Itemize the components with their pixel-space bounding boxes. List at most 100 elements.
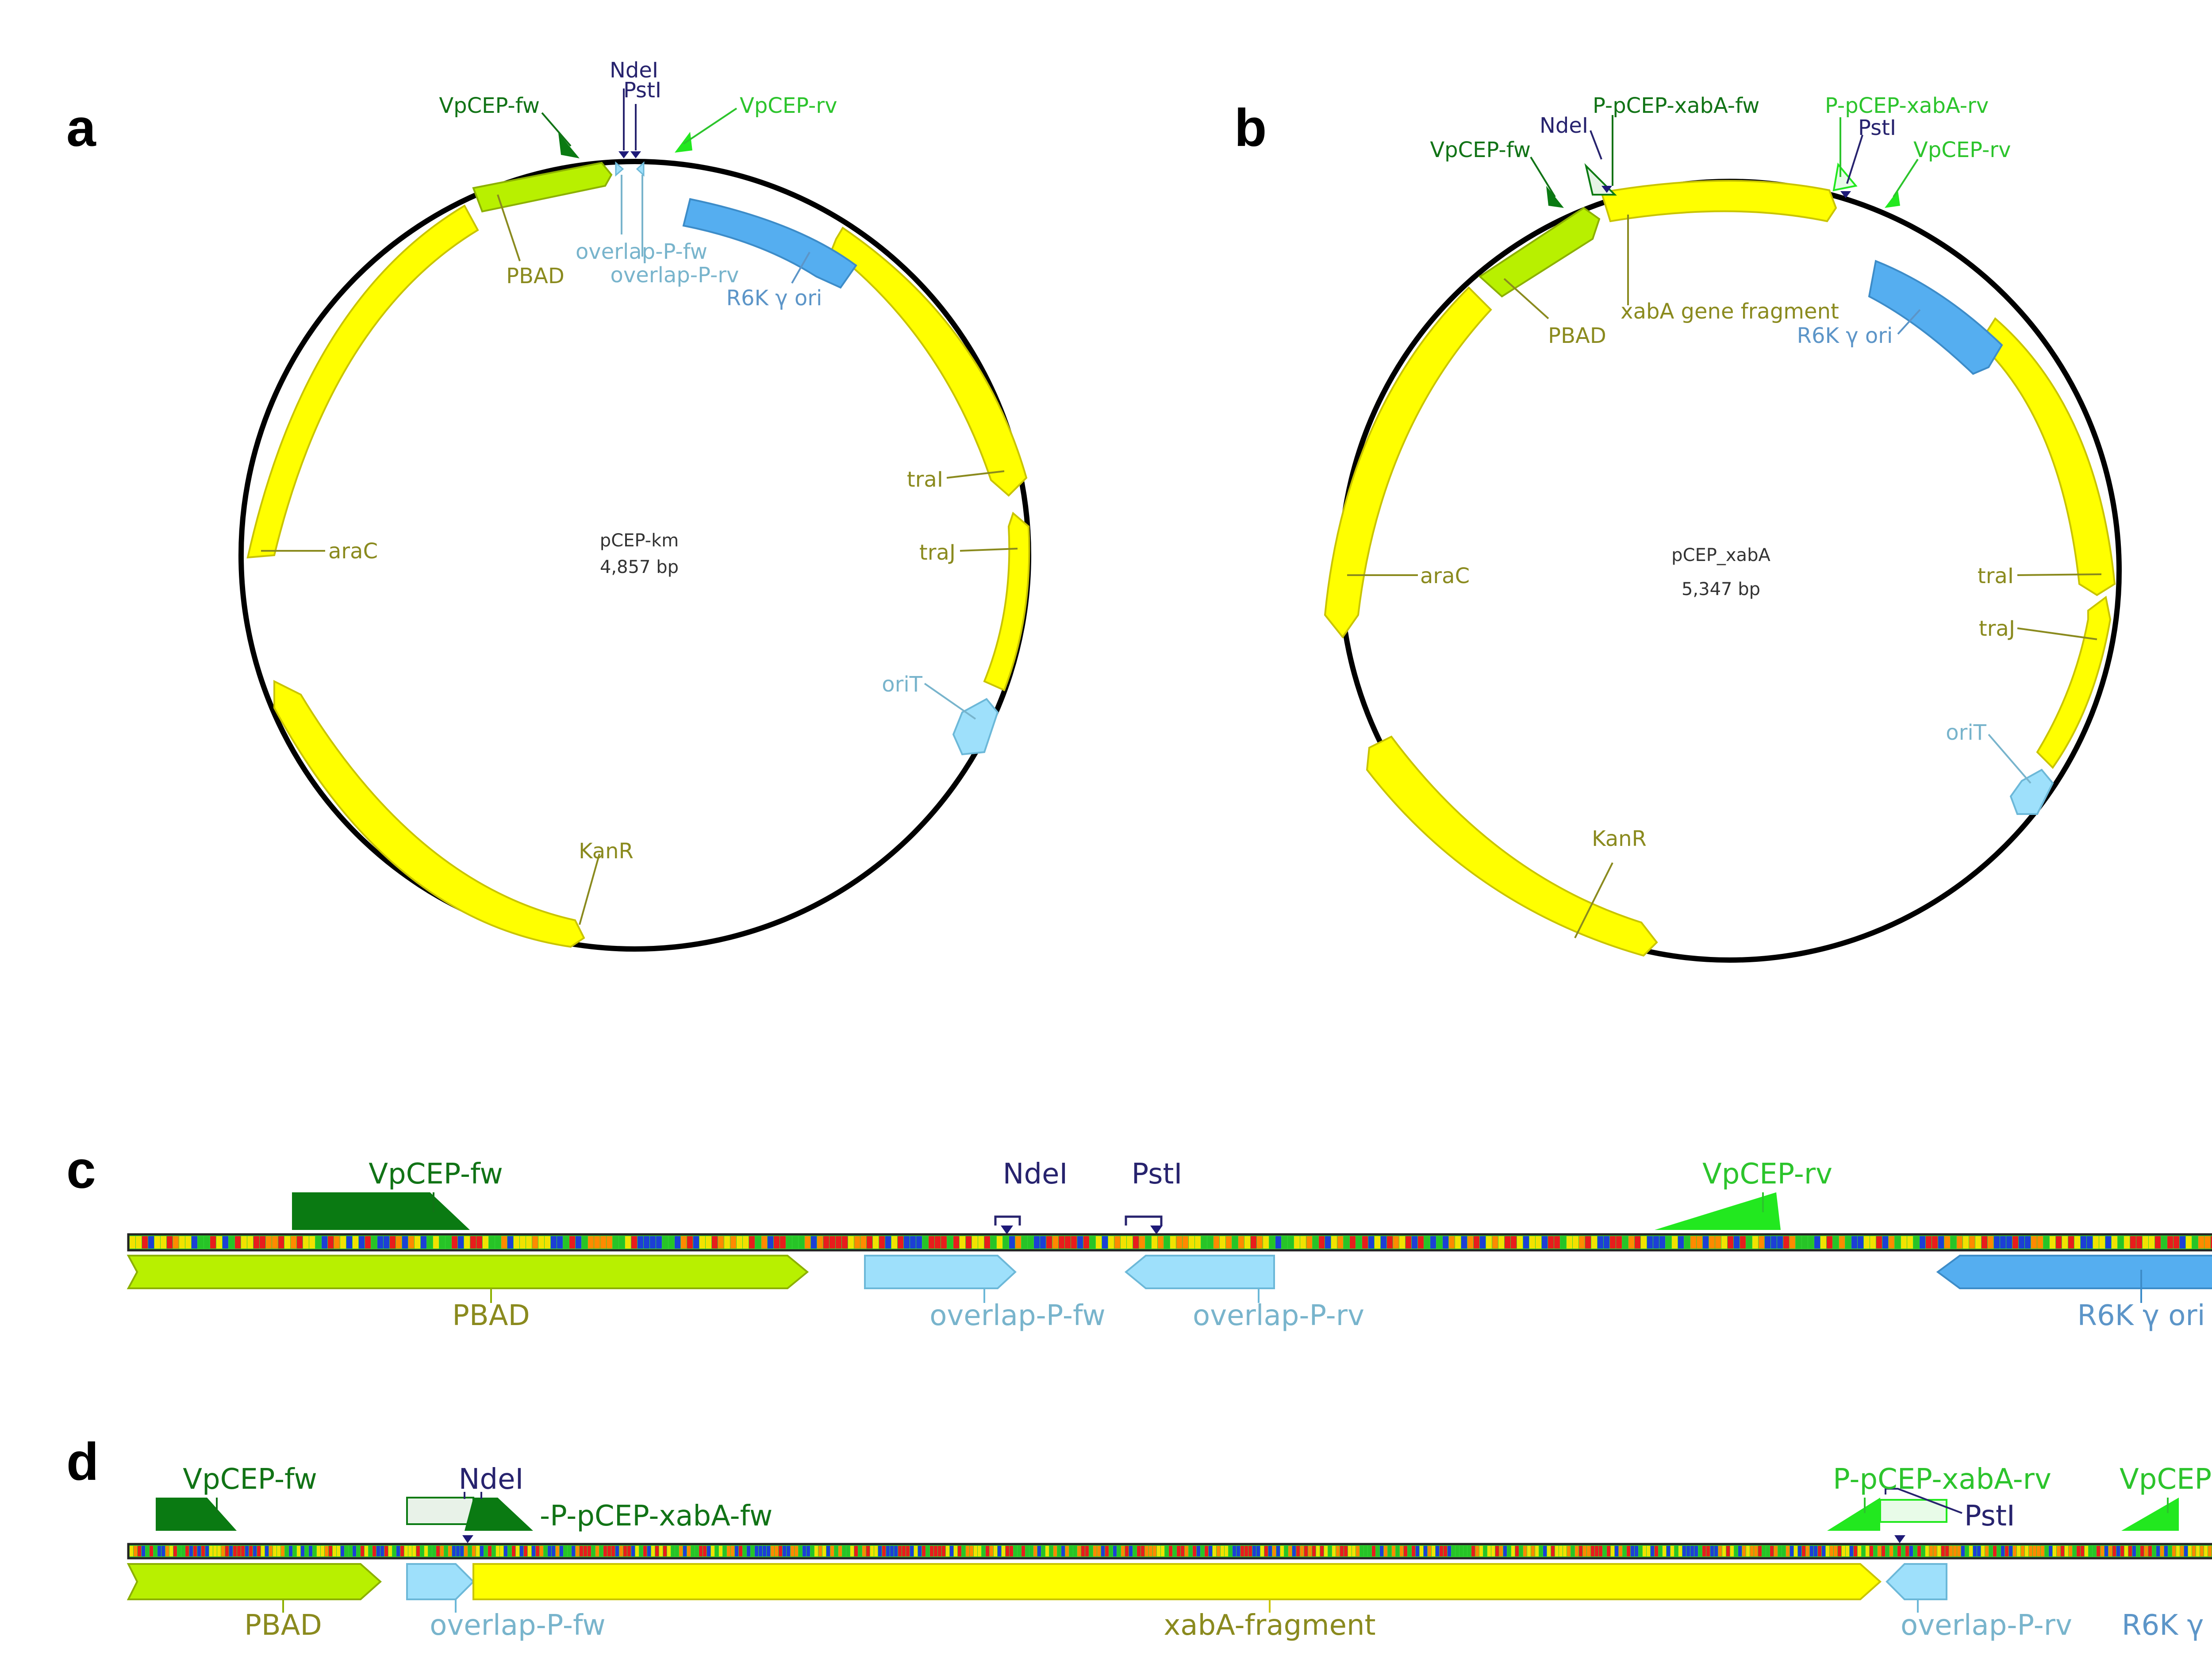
site-marker-psti-d (1894, 1535, 1905, 1543)
label-psti-c: PstI (1132, 1158, 1183, 1191)
leader-ndei-b (1590, 130, 1602, 160)
feature-overlap-p-fw-d (406, 1563, 475, 1600)
primer-vpcep-rv-b (1885, 190, 1900, 208)
leader-vpcep-fw-b (1530, 156, 1556, 198)
label-psti-d: PstI (1964, 1500, 2015, 1533)
label-pbad-d: PBAD (244, 1609, 322, 1642)
leader-vpcep-fw-a (541, 112, 572, 147)
site-marker-ndei-c (1001, 1226, 1013, 1234)
label-xaba-d: xabA-fragment (1164, 1609, 1375, 1642)
label-r6k-d: R6K γ ori (2122, 1609, 2212, 1642)
label-overlap-p-rv-c: overlap-P-rv (1193, 1299, 1364, 1332)
label-kanr-a: KanR (579, 839, 634, 864)
leader-kanr-a (579, 853, 600, 925)
label-vpcep-fw-b: VpCEP-fw (1430, 138, 1531, 162)
site-marker-ndei-b (1601, 186, 1612, 193)
site-marker-psti-b (1840, 191, 1851, 198)
feature-trai-b (1978, 317, 2116, 596)
label-traj-b: traJ (1979, 616, 2015, 641)
feature-orit-a (952, 698, 999, 756)
label-overlap-p-rv-a: overlap-P-rv (611, 263, 739, 288)
label-p-pcep-xaba-rv-b: P-pCEP-xabA-rv (1825, 93, 1989, 118)
label-trai-a: traI (907, 467, 943, 492)
leader-traj-b (2017, 627, 2097, 640)
feature-traj-b (2036, 596, 2112, 769)
feature-pbad-c (127, 1255, 809, 1289)
feature-orit-b (2009, 768, 2054, 815)
panel-d: d VpCEP-fw NdeI -P-pCEP-xabA-fw P (66, 1432, 2212, 1642)
label-ndei-d: NdeI (459, 1463, 524, 1496)
label-overlap-p-fw-d: overlap-P-fw (430, 1609, 605, 1642)
feature-xaba-b (1600, 180, 1837, 223)
primer-p-pcep-xaba-rv-b (1832, 162, 1858, 192)
label-kanr-b: KanR (1592, 826, 1647, 851)
leader-r6k-b (1897, 309, 1921, 335)
feature-trai-a (830, 227, 1028, 497)
primer-p-pcep-xaba-rv-d-tail (1879, 1499, 1947, 1523)
feature-traj-a (983, 511, 1030, 692)
leader-traj-a (960, 548, 1018, 552)
label-traj-a: traJ (919, 540, 956, 565)
feature-overlap-markers-a (615, 161, 645, 177)
label-overlap-p-fw-c: overlap-P-fw (929, 1299, 1105, 1332)
leader-psti-b (1846, 134, 1863, 184)
bracket-ndei-c (994, 1215, 1021, 1226)
site-marker-psti-a (630, 151, 641, 158)
feature-r6k-a (682, 198, 857, 289)
label-pbad-c: PBAD (452, 1299, 530, 1332)
bracket-psti-c (1125, 1215, 1163, 1226)
label-orit-b: oriT (1946, 720, 1986, 745)
feature-kanr-b (1366, 735, 1658, 957)
panel-b-letter: b (1234, 98, 1267, 158)
primer-vpcep-rv-c (1655, 1192, 1781, 1230)
primer-p-pcep-xaba-fw-b (1584, 163, 1617, 196)
plasmid-size-a: 4,857 bp (600, 557, 679, 577)
label-arac-b: araC (1420, 564, 1470, 588)
panel-b: b VpCEP- (1234, 93, 2122, 963)
label-p-pcep-xaba-fw-d: -P-pCEP-xabA-fw (540, 1500, 772, 1533)
leader-kanr-b (1574, 862, 1613, 938)
label-vpcep-rv-b: VpCEP-rv (1913, 138, 2011, 162)
label-ndei-c: NdeI (1003, 1158, 1068, 1191)
label-vpcep-rv-c: VpCEP-rv (1702, 1158, 1832, 1191)
leader-vpcep-rv-b (1893, 158, 1919, 198)
leader-orit-a (924, 683, 976, 720)
label-vpcep-fw-c: VpCEP-fw (369, 1158, 503, 1191)
leader-trai-b (2017, 573, 2102, 576)
label-ndei-b: NdeI (1540, 113, 1588, 138)
site-marker-ndei-d (462, 1535, 473, 1543)
plasmid-size-b: 5,347 bp (1682, 579, 1760, 599)
feature-xaba-d (472, 1563, 1882, 1600)
label-p-pcep-xaba-fw-b: P-pCEP-xabA-fw (1593, 93, 1759, 118)
label-arac-a: araC (328, 539, 378, 564)
tick-ndei-d (464, 1492, 482, 1499)
leader-vpcep-rv-a (683, 108, 737, 145)
feature-overlap-p-rv-c (1124, 1255, 1275, 1289)
panel-c-letter: c (66, 1140, 96, 1199)
label-vpcep-fw-a: VpCEP-fw (439, 93, 540, 118)
panel-a: a NdeI PstI VpCEP (66, 58, 1031, 952)
label-r6k-c: R6K γ ori (2078, 1299, 2205, 1332)
label-trai-b: traI (1978, 564, 2014, 588)
feature-r6k-b (1868, 260, 2003, 375)
label-vpcep-fw-d: VpCEP-fw (183, 1463, 317, 1496)
leader-orit-b (1988, 734, 2032, 784)
leader-trai-a (946, 470, 1005, 479)
leader-r6k-a (791, 252, 810, 284)
label-vpcep-rv-a: VpCEP-rv (740, 93, 837, 118)
panel-c: c VpCEP-fw NdeI PstI VpCEP-rv PBAD overl… (66, 1140, 2212, 1332)
feature-pbad-b (1478, 207, 1601, 298)
primer-p-pcep-xaba-fw-d (465, 1498, 533, 1531)
feature-overlap-p-fw-c (864, 1255, 1017, 1289)
primer-vpcep-fw-d (156, 1498, 237, 1531)
site-marker-ndei-a (618, 151, 629, 158)
feature-r6k-c (1936, 1255, 2212, 1289)
panel-a-letter: a (66, 98, 96, 158)
site-marker-psti-c (1150, 1226, 1163, 1234)
leader-psti-d (1885, 1488, 1962, 1514)
feature-pbad-d (127, 1563, 382, 1600)
label-ndei-a: NdeI (610, 58, 658, 83)
label-xaba-b: xabA gene fragment (1621, 299, 1839, 324)
feature-arac-b (1324, 286, 1492, 639)
